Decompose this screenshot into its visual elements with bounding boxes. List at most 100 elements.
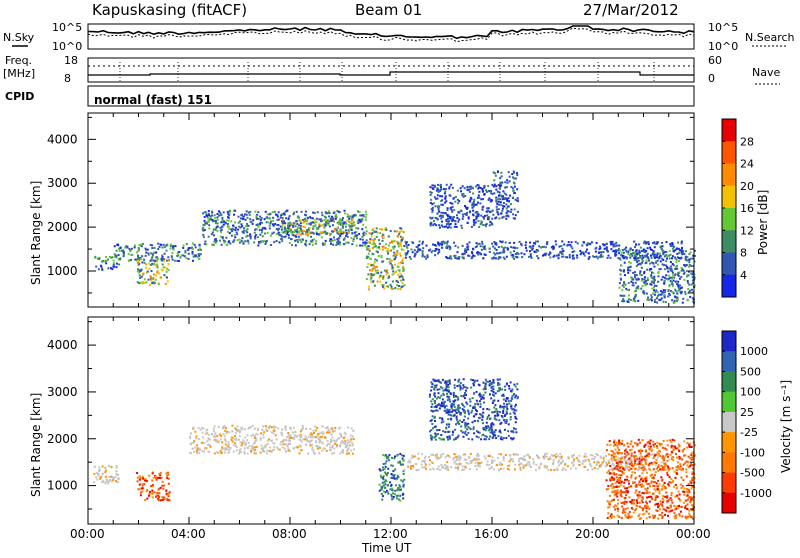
echo-cell [287, 231, 289, 233]
echo-cell [321, 220, 323, 222]
echo-cell [312, 437, 314, 439]
echo-cell [528, 461, 530, 463]
echo-cell [350, 434, 352, 436]
echo-cell [540, 463, 542, 465]
echo-cell [563, 467, 565, 469]
echo-cell [679, 278, 681, 280]
echo-cell [369, 269, 371, 271]
echo-cell [597, 468, 599, 470]
echo-cell [653, 280, 655, 282]
echo-cell [287, 432, 289, 434]
echo-cell [142, 487, 144, 489]
echo-cell [391, 264, 393, 266]
echo-cell [137, 256, 139, 258]
echo-cell [163, 266, 165, 268]
echo-cell [330, 238, 332, 240]
echo-cell [497, 191, 499, 193]
echo-cell [676, 300, 678, 302]
echo-cell [517, 211, 519, 213]
echo-cell [485, 385, 487, 387]
echo-cell [99, 478, 101, 480]
echo-cell [233, 451, 235, 453]
echo-cell [626, 455, 628, 457]
echo-cell [488, 190, 490, 192]
echo-cell [510, 430, 512, 432]
echo-cell [113, 260, 115, 262]
echo-cell [261, 429, 263, 431]
echo-cell [371, 233, 373, 235]
echo-cell [220, 212, 222, 214]
echo-cell [150, 277, 152, 279]
echo-cell [341, 224, 343, 226]
echo-cell [289, 437, 291, 439]
echo-cell [486, 207, 488, 209]
echo-cell [462, 216, 464, 218]
echo-cell [586, 244, 588, 246]
echo-cell [652, 272, 654, 274]
echo-cell [612, 241, 614, 243]
echo-cell [499, 252, 501, 254]
echo-cell [500, 453, 502, 455]
echo-cell [406, 241, 408, 243]
echo-cell [280, 443, 282, 445]
echo-cell [339, 235, 341, 237]
echo-cell [683, 273, 685, 275]
echo-cell [393, 255, 395, 257]
echo-cell [324, 448, 326, 450]
echo-cell [325, 217, 327, 219]
echo-cell [184, 250, 186, 252]
echo-cell [374, 231, 376, 233]
echo-cell [394, 264, 396, 266]
echo-cell [221, 244, 223, 246]
echo-cell [495, 197, 497, 199]
echo-cell [676, 296, 678, 298]
echo-cell [240, 217, 242, 219]
echo-cell [599, 248, 601, 250]
echo-cell [512, 197, 514, 199]
echo-cell [434, 380, 436, 382]
echo-cell [426, 245, 428, 247]
echo-cell [685, 256, 687, 258]
echo-cell [486, 436, 488, 438]
echo-cell [335, 244, 337, 246]
echo-cell [567, 465, 569, 467]
echo-cell [641, 257, 643, 259]
echo-cell [548, 254, 550, 256]
echo-cell [447, 436, 449, 438]
echo-cell [645, 280, 647, 282]
echo-cell [564, 464, 566, 466]
echo-cell [210, 218, 212, 220]
echo-cell [513, 393, 515, 395]
echo-cell [244, 447, 246, 449]
echo-cell [617, 457, 619, 459]
echo-cell [328, 210, 330, 212]
echo-cell [445, 188, 447, 190]
echo-cell [388, 245, 390, 247]
echo-cell [302, 226, 304, 228]
echo-cell [202, 227, 204, 229]
echo-cell [273, 241, 275, 243]
echo-cell [366, 248, 368, 250]
echo-cell [455, 467, 457, 469]
echo-cell [433, 468, 435, 470]
echo-cell [434, 223, 436, 225]
echo-cell [153, 263, 155, 265]
echo-cell [571, 455, 573, 457]
echo-cell [513, 258, 515, 260]
echo-cell [627, 253, 629, 255]
echo-cell [343, 243, 345, 245]
echo-cell [217, 216, 219, 218]
echo-cell [638, 250, 640, 252]
echo-cell [422, 247, 424, 249]
echo-cell [654, 246, 656, 248]
echo-cell [277, 448, 279, 450]
echo-cell [476, 212, 478, 214]
freq-trace [88, 72, 694, 75]
echo-cell [402, 237, 404, 239]
echo-cell [456, 385, 458, 387]
echo-cell [651, 262, 653, 264]
echo-cell [402, 270, 404, 272]
echo-cell [523, 455, 525, 457]
power-ylabel: Slant Range [km] [29, 181, 43, 285]
echo-cell [462, 218, 464, 220]
